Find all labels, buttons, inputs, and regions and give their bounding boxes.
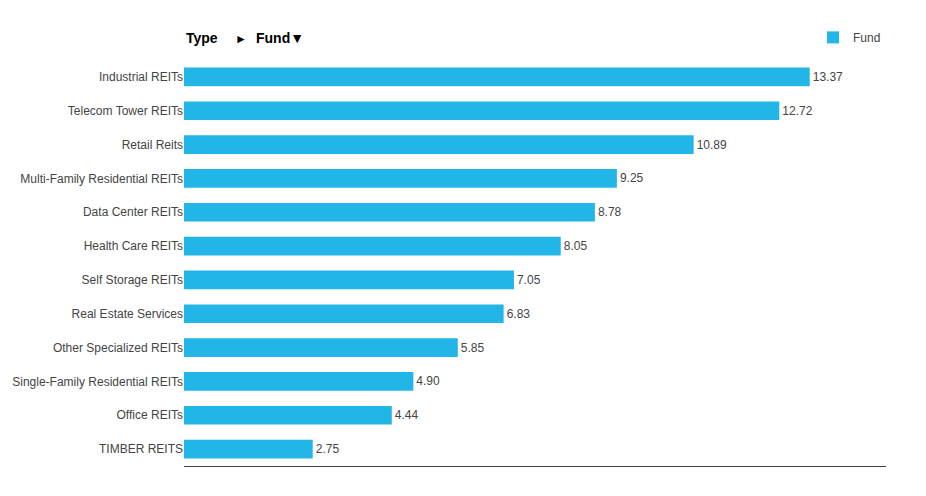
svg-text:5.85: 5.85 bbox=[461, 341, 485, 355]
svg-text:7.05: 7.05 bbox=[517, 273, 541, 287]
svg-text:10.89: 10.89 bbox=[697, 138, 727, 152]
svg-text:4.44: 4.44 bbox=[395, 408, 419, 422]
svg-text:TIMBER REITS: TIMBER REITS bbox=[99, 442, 183, 456]
svg-text:12.72: 12.72 bbox=[782, 104, 812, 118]
svg-text:Single-Family Residential REIT: Single-Family Residential REITs bbox=[12, 375, 183, 389]
svg-text:Industrial REITs: Industrial REITs bbox=[99, 70, 183, 84]
svg-text:8.05: 8.05 bbox=[564, 239, 588, 253]
svg-text:Telecom Tower REITs: Telecom Tower REITs bbox=[68, 104, 183, 118]
svg-text:13.37: 13.37 bbox=[813, 70, 843, 84]
svg-text:►: ► bbox=[235, 32, 247, 46]
svg-text:6.83: 6.83 bbox=[507, 307, 531, 321]
svg-text:2.75: 2.75 bbox=[316, 442, 340, 456]
svg-text:Type: Type bbox=[186, 30, 218, 46]
svg-text:4.90: 4.90 bbox=[416, 374, 440, 388]
svg-text:Self Storage REITs: Self Storage REITs bbox=[82, 273, 183, 287]
svg-text:Multi-Family Residential REITs: Multi-Family Residential REITs bbox=[20, 172, 183, 186]
svg-text:Office REITs: Office REITs bbox=[117, 408, 183, 422]
svg-text:8.78: 8.78 bbox=[598, 205, 622, 219]
svg-text:Other Specialized REITs: Other Specialized REITs bbox=[53, 341, 183, 355]
svg-text:Data Center REITs: Data Center REITs bbox=[83, 205, 183, 219]
svg-text:Retail Reits: Retail Reits bbox=[122, 138, 183, 152]
svg-text:Real Estate Services: Real Estate Services bbox=[72, 307, 183, 321]
svg-text:Fund: Fund bbox=[853, 31, 880, 45]
svg-text:Health Care REITs: Health Care REITs bbox=[84, 239, 183, 253]
svg-text:Fund▼: Fund▼ bbox=[256, 30, 304, 46]
svg-text:9.25: 9.25 bbox=[620, 171, 644, 185]
